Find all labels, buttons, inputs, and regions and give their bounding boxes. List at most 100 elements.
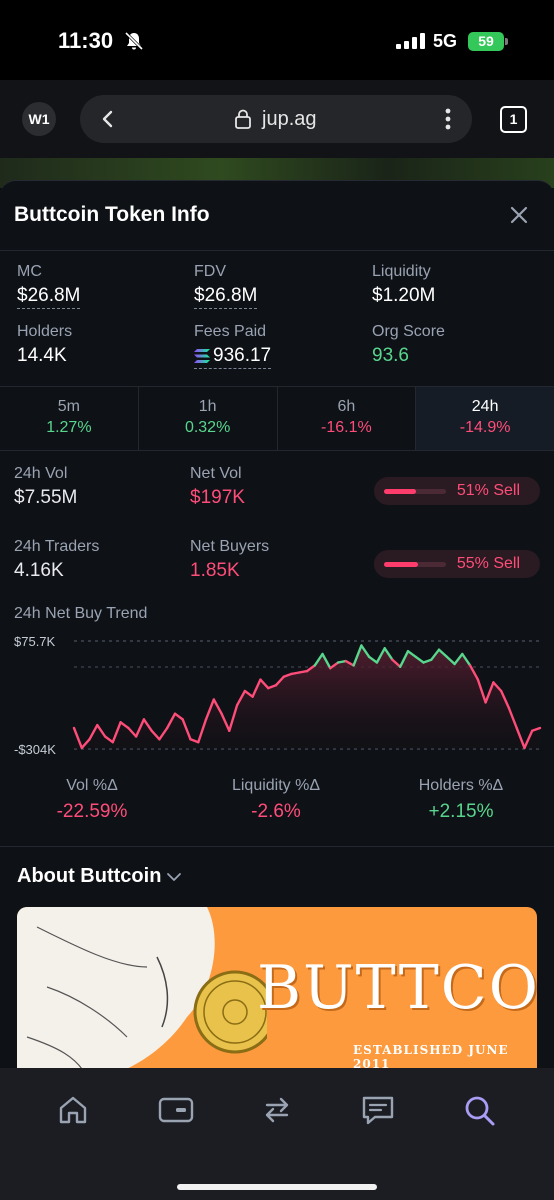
trend-line-segment	[507, 706, 518, 730]
stat-value-fees[interactable]: 936.17	[194, 345, 272, 369]
vol-24h: 24h Vol $7.55M	[14, 465, 77, 509]
stat-org-score: Org Score 93.6	[372, 323, 445, 368]
tab-24h[interactable]: 24h -14.9%	[416, 387, 554, 450]
lock-icon	[235, 109, 251, 129]
trend-line-segment	[150, 729, 161, 741]
tab-change: -16.1%	[321, 419, 372, 436]
bottom-nav	[0, 1068, 554, 1200]
trend-line-segment	[414, 655, 425, 664]
trend-line-segment	[445, 655, 456, 666]
trend-line-segment	[336, 659, 347, 664]
banner-illustration	[17, 907, 267, 1070]
delta-label: Liquidity %Δ	[231, 777, 321, 794]
vol-label: 24h Vol	[14, 465, 68, 482]
volume-section: 24h Vol $7.55M Net Vol $197K 51% Sell 24…	[0, 451, 554, 601]
trend-line-segment	[515, 726, 526, 750]
network-type: 5G	[433, 31, 458, 51]
battery-icon: 59	[468, 32, 504, 51]
trend-line-segment	[367, 655, 379, 664]
delta-row: Vol %Δ -22.59% Liquidity %Δ -2.6% Holder…	[0, 777, 554, 847]
chat-icon[interactable]	[361, 1094, 395, 1126]
back-icon[interactable]	[98, 109, 118, 129]
tab-change: 1.27%	[46, 419, 92, 436]
stat-value[interactable]: $26.8M	[194, 285, 258, 309]
search-icon[interactable]	[463, 1094, 497, 1128]
trend-line-segment	[274, 675, 285, 687]
trend-line-segment	[383, 647, 394, 661]
net-buyers: Net Buyers 1.85K	[190, 538, 269, 582]
buyers-sell-indicator: 55% Sell	[374, 550, 540, 578]
home-indicator	[177, 1184, 377, 1190]
chevron-down-icon[interactable]	[166, 869, 182, 885]
trend-line-segment	[344, 659, 355, 667]
trend-line-segment	[476, 678, 487, 704]
trend-line-segment	[267, 684, 278, 690]
traders-label: 24h Traders	[14, 538, 100, 555]
delta-value: -2.6%	[251, 801, 301, 822]
close-icon[interactable]	[509, 205, 529, 225]
tab-change: -14.9%	[459, 419, 511, 436]
tab-label: 1h	[198, 398, 217, 415]
url-text: jup.ag	[262, 108, 317, 130]
sell-text: 55% Sell	[456, 555, 520, 572]
sell-track	[384, 489, 446, 494]
trend-line-segment	[88, 723, 99, 741]
address-bar[interactable]: jup.ag	[80, 95, 472, 143]
tab-5m[interactable]: 5m 1.27%	[0, 387, 139, 450]
tab-1h[interactable]: 1h 0.32%	[139, 387, 278, 450]
trend-line-segment	[321, 652, 332, 670]
vol-value: $7.55M	[14, 487, 78, 508]
workspace-button[interactable]: W1	[22, 102, 56, 136]
tab-6h[interactable]: 6h -16.1%	[278, 387, 417, 450]
trend-line-segment	[158, 726, 169, 741]
delta-label: Vol %Δ	[66, 777, 118, 794]
traders-24h: 24h Traders 4.16K	[14, 538, 99, 582]
delta-liquidity: Liquidity %Δ -2.6%	[196, 777, 356, 823]
net-buy-trend-chart: $75.7K -$304K	[14, 634, 542, 757]
wallet-icon[interactable]	[158, 1094, 194, 1126]
trend-line-segment	[531, 726, 542, 733]
modal-header: Buttcoin Token Info	[0, 181, 554, 251]
trend-lines	[72, 644, 542, 750]
battery-tip	[505, 38, 508, 45]
more-menu-icon[interactable]	[444, 107, 452, 131]
token-info-modal: Buttcoin Token Info MC $26.8M FDV $26.8M…	[0, 180, 554, 1070]
trend-line-segment	[251, 678, 262, 698]
traders-value: 4.16K	[14, 560, 64, 581]
stat-fdv: FDV $26.8M	[194, 263, 258, 309]
stat-value[interactable]: $26.8M	[17, 285, 81, 309]
banner-subtitle: ESTABLISHED JUNE 2011	[353, 1043, 509, 1070]
net-buyers-value: 1.85K	[190, 560, 240, 581]
trend-line-segment	[290, 671, 301, 676]
trend-line-segment	[197, 718, 208, 744]
token-banner-image: BUTTCOIN ESTABLISHED JUNE 2011	[17, 907, 537, 1070]
token-stats: MC $26.8M FDV $26.8M Liquidity $1.20M Ho…	[0, 251, 554, 387]
stat-value: $1.20M	[372, 285, 436, 306]
tab-label: 6h	[337, 398, 356, 415]
home-icon[interactable]	[57, 1094, 89, 1126]
delta-vol: Vol %Δ -22.59%	[12, 777, 172, 823]
trend-line-segment	[142, 718, 153, 733]
swap-icon[interactable]	[261, 1094, 293, 1126]
modal-title: Buttcoin Token Info	[14, 203, 210, 226]
trend-line-segment	[220, 712, 231, 733]
sell-fill	[384, 562, 419, 567]
trend-line-segment	[72, 726, 84, 750]
trend-line-segment	[119, 721, 130, 730]
trend-line-segment	[204, 698, 216, 721]
trend-line-segment	[134, 718, 146, 738]
trend-line-segment	[111, 721, 122, 744]
trend-line-segment	[523, 729, 534, 750]
stat-label: Holders	[17, 323, 73, 340]
stat-value: 93.6	[372, 345, 409, 366]
trend-line-segment	[259, 678, 270, 690]
trend-line-segment	[80, 738, 91, 750]
trend-line-segment	[243, 689, 254, 698]
status-time: 11:30	[58, 28, 114, 53]
browser-bar: W1 jup.ag 1	[0, 80, 554, 158]
trend-line-segment	[313, 652, 324, 667]
tabs-button[interactable]: 1	[500, 106, 527, 133]
about-toggle[interactable]: About Buttcoin	[17, 865, 162, 887]
delta-label: Holders %Δ	[418, 777, 504, 794]
trend-line-segment	[189, 738, 200, 744]
